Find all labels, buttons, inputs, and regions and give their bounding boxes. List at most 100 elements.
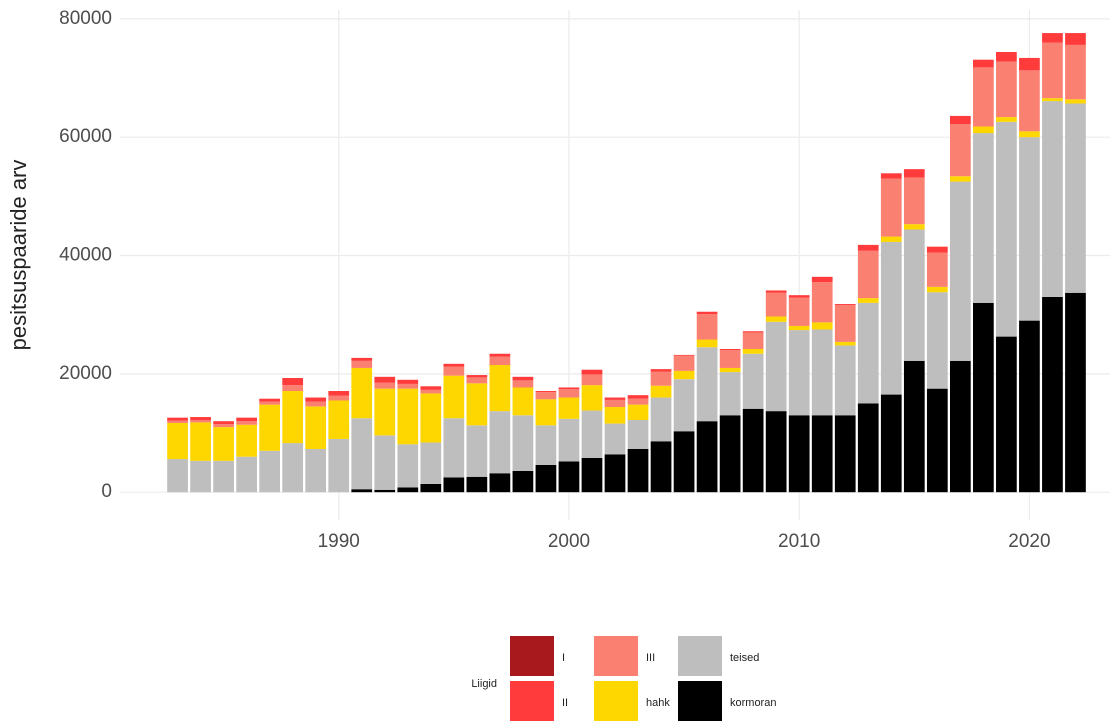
bar-segment (742, 353, 764, 409)
bar-segment (190, 422, 211, 461)
bar-segment (282, 378, 304, 386)
bar-segment (742, 332, 764, 350)
bar-segment (1042, 101, 1063, 297)
bar-segment (1019, 57, 1040, 71)
bar-segment (926, 252, 948, 287)
legend-label: I (562, 652, 565, 664)
bar-segment (996, 117, 1017, 122)
bar-segment (834, 345, 856, 416)
bar-segment (604, 454, 626, 493)
bar-segment (420, 386, 442, 390)
bar-segment (604, 423, 626, 455)
bar-segment (811, 415, 833, 493)
bar-segment (903, 169, 925, 178)
bar-segment (489, 364, 511, 412)
bar-segment (558, 389, 580, 398)
bar-segment (880, 236, 902, 242)
bar-segment (673, 370, 695, 380)
bar-segment (811, 322, 833, 330)
bar-segment (581, 374, 603, 386)
bar-segment (880, 173, 902, 179)
bar-segment (420, 389, 442, 394)
bar-segment (512, 380, 534, 388)
bar-segment (742, 349, 764, 354)
bar-segment (466, 377, 488, 384)
bar-segment (765, 292, 787, 317)
bar-segment (973, 302, 994, 493)
bar-segment (788, 325, 810, 331)
legend-label: III (646, 652, 655, 664)
x-tick-label: 2010 (778, 531, 820, 552)
bar-segment (1065, 44, 1086, 100)
bar-segment (259, 404, 281, 451)
bar-segment (650, 441, 672, 493)
bar-segment (512, 376, 534, 381)
bar-segment (604, 397, 626, 400)
bar-segment (996, 61, 1017, 118)
bar-segment (1042, 296, 1063, 493)
bar-segment (213, 421, 234, 425)
bar-segment (466, 383, 488, 426)
legend-title: Liigid (471, 678, 497, 690)
bar-segment (696, 421, 718, 493)
bar-segment (903, 360, 925, 493)
bar-segment (696, 339, 718, 348)
bar-segment (811, 329, 833, 416)
bar-segment (397, 487, 419, 493)
bar-segment (1019, 131, 1040, 138)
bar-segment (1019, 137, 1040, 321)
bar-segment (374, 376, 396, 383)
bar-segment (650, 371, 672, 386)
bar-segment (466, 476, 488, 493)
y-tick-label: 40000 (59, 245, 112, 266)
bar-segment (949, 124, 971, 177)
bar-segment (305, 406, 327, 450)
bar-segment (880, 241, 902, 395)
bar-segment (973, 67, 994, 127)
bar-segment (627, 449, 649, 493)
bar-segment (443, 477, 465, 493)
bar-segment (489, 353, 511, 357)
bar-segment (167, 422, 188, 460)
bar-segment (811, 282, 833, 323)
bar-segment (535, 464, 557, 493)
bar-segment (328, 391, 350, 396)
bar-segment (949, 115, 971, 125)
bar-segment (903, 229, 925, 361)
bar-segment (581, 385, 603, 411)
legend-key (594, 636, 638, 676)
bar-segment (650, 397, 672, 442)
bar-segment (420, 442, 442, 484)
legend-label: kormoran (730, 697, 776, 709)
bar-segment (996, 336, 1017, 493)
bar-segment (834, 341, 856, 346)
bar-segment (788, 297, 810, 326)
legend-label: teised (730, 652, 759, 664)
bar-segment (696, 347, 718, 422)
bar-segment (328, 395, 350, 401)
bar-segment (650, 385, 672, 398)
bar-segment (397, 379, 419, 384)
bar-segment (581, 369, 603, 375)
bar-segment (673, 354, 695, 356)
bar-segment (811, 276, 833, 283)
bar-segment (466, 375, 488, 378)
bar-segment (627, 395, 649, 399)
bar-segment (167, 420, 188, 423)
bar-segment (627, 398, 649, 405)
bar-segment (420, 393, 442, 443)
bar-segment (443, 363, 465, 367)
legend-key (510, 681, 554, 721)
bar-segment (1065, 292, 1086, 493)
bar-segment (857, 302, 879, 404)
bar-segment (190, 417, 211, 421)
bar-segment (696, 311, 718, 315)
bar-segment (1065, 99, 1086, 104)
bar-segment (765, 290, 787, 293)
bar-segment (949, 181, 971, 361)
bar-segment (742, 331, 764, 333)
bar-segment (282, 391, 304, 444)
y-tick-label: 60000 (59, 126, 112, 147)
bar-segment (719, 367, 741, 373)
bar-segment (397, 444, 419, 488)
